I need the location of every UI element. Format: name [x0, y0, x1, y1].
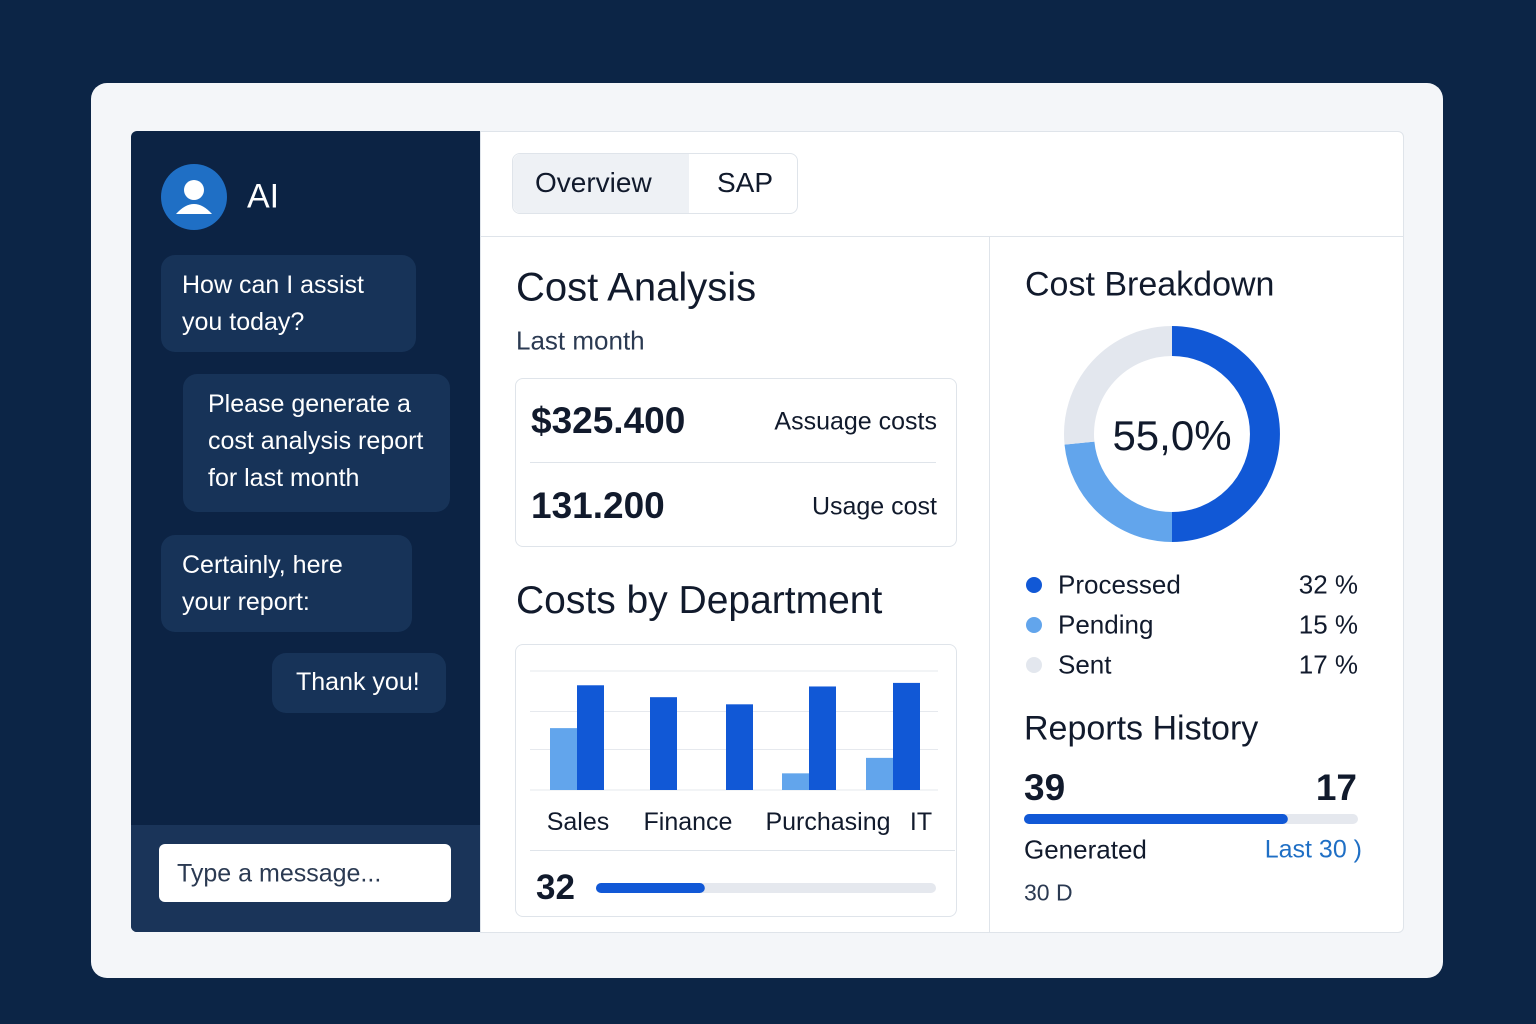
message-input[interactable]: [159, 844, 451, 902]
tab[interactable]: SAP: [717, 167, 774, 198]
legend-value: 32 %: [1298, 569, 1358, 600]
x-tick-label: Finance: [644, 808, 733, 836]
divider: [530, 850, 955, 851]
progress-fill: [596, 883, 705, 893]
legend-label: Processed: [1058, 569, 1181, 600]
bar: [782, 773, 809, 790]
bar: [809, 686, 836, 790]
metric-label: Usage cost: [811, 492, 937, 521]
stat-label: Generated: [1024, 834, 1147, 865]
input-placeholder: Type a message...: [177, 859, 382, 888]
x-tick-label: Purchasing: [765, 808, 890, 836]
section-title: Costs by Department: [516, 579, 883, 622]
footer-value: 32: [536, 868, 575, 907]
avatar: [161, 164, 227, 230]
center-label: 55,0%: [1112, 412, 1232, 459]
legend-label: Sent: [1058, 649, 1112, 680]
section-title: Reports History: [1024, 709, 1259, 748]
divider: [530, 462, 936, 463]
tab-active[interactable]: [513, 154, 689, 213]
bar: [650, 697, 677, 790]
chat-message: How can I assist you today?: [161, 255, 416, 352]
metric-label: Assuage costs: [774, 407, 937, 436]
chat-message: Certainly, here your report:: [161, 535, 412, 632]
metric-value: 131.200: [531, 485, 665, 526]
progress-fill: [1024, 814, 1288, 824]
donut-segment: [1064, 326, 1173, 445]
main-panel: [480, 131, 1404, 933]
bar: [866, 757, 893, 790]
bar: [577, 685, 604, 790]
tab[interactable]: Overview: [535, 167, 652, 198]
metric-value: $325.400: [531, 400, 686, 441]
section-subtitle: Last month: [516, 325, 645, 356]
legend-value: 17 %: [1298, 649, 1358, 680]
section-title: Cost Breakdown: [1025, 265, 1275, 304]
x-tick-label: Sales: [547, 808, 610, 836]
chat-message: Please generate a cost analysis report f…: [183, 374, 450, 512]
stat-value: 17: [1315, 767, 1357, 808]
metrics-card: [515, 378, 957, 547]
chat-message: Thank you!: [272, 653, 446, 713]
bar: [726, 704, 753, 790]
stat-value: 39: [1024, 767, 1066, 808]
section-title: Cost Analysis: [516, 265, 757, 310]
chart-card: [515, 644, 957, 917]
legend-value: 15 %: [1298, 609, 1358, 640]
legend-label: Pending: [1058, 609, 1154, 640]
bar: [550, 728, 577, 790]
x-tick-label: IT: [910, 808, 932, 836]
stat-label: Last 30 ): [1264, 835, 1362, 864]
donut-segment: [1064, 441, 1173, 542]
assistant-name: AI: [247, 177, 280, 216]
stat-note: 30 D: [1024, 879, 1073, 906]
avatar-icon: [176, 180, 212, 214]
divider: [989, 237, 990, 932]
legend-dot: [1026, 657, 1042, 673]
legend-dot: [1026, 577, 1042, 593]
legend-dot: [1026, 617, 1042, 633]
donut-segment: [1171, 326, 1280, 542]
divider: [481, 236, 1403, 237]
bar: [893, 682, 920, 790]
